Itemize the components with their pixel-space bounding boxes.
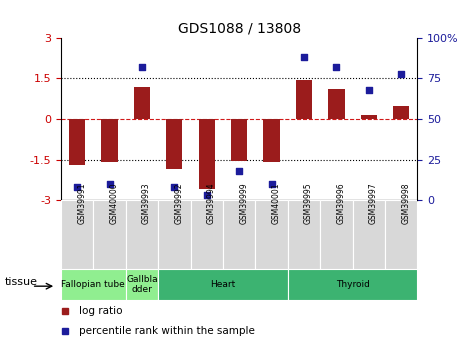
FancyBboxPatch shape [158,200,190,269]
Point [300,55,308,60]
Text: GSM39997: GSM39997 [369,183,378,224]
Text: Thyroid: Thyroid [336,280,370,289]
Text: GSM39995: GSM39995 [304,183,313,224]
FancyBboxPatch shape [320,200,353,269]
Text: GSM39992: GSM39992 [174,183,183,224]
Point [397,71,405,76]
Title: GDS1088 / 13808: GDS1088 / 13808 [178,21,301,36]
Text: GSM39993: GSM39993 [142,183,151,224]
FancyBboxPatch shape [288,269,417,300]
Point [333,65,340,70]
FancyBboxPatch shape [126,200,158,269]
Point [138,65,146,70]
Text: GSM39998: GSM39998 [401,183,410,224]
FancyBboxPatch shape [158,269,288,300]
Point [171,184,178,190]
Text: GSM39994: GSM39994 [207,183,216,224]
Text: log ratio: log ratio [79,306,122,315]
Point [106,181,113,187]
Text: Fallopian tube: Fallopian tube [61,280,125,289]
Point [74,184,81,190]
Text: GSM39991: GSM39991 [77,183,86,224]
Text: GSM39996: GSM39996 [336,183,345,224]
FancyBboxPatch shape [385,200,417,269]
Bar [296,80,312,119]
Bar [166,119,182,169]
FancyBboxPatch shape [126,269,158,300]
Text: tissue: tissue [5,277,38,286]
Bar [134,87,150,119]
Text: GSM39999: GSM39999 [239,183,248,224]
Point [268,181,275,187]
FancyBboxPatch shape [223,200,256,269]
Bar [328,89,345,119]
Bar [361,115,377,119]
Point [203,193,211,198]
Bar [264,119,280,162]
Text: GSM40001: GSM40001 [272,183,280,224]
FancyBboxPatch shape [353,200,385,269]
FancyBboxPatch shape [61,200,93,269]
Bar [231,119,247,161]
Point [365,87,372,92]
Text: Heart: Heart [211,280,235,289]
Text: GSM40000: GSM40000 [110,183,119,224]
FancyBboxPatch shape [93,200,126,269]
Bar [199,119,215,189]
FancyBboxPatch shape [256,200,288,269]
Bar [101,119,118,162]
FancyBboxPatch shape [190,200,223,269]
Bar [69,119,85,165]
FancyBboxPatch shape [61,269,126,300]
FancyBboxPatch shape [288,200,320,269]
Text: percentile rank within the sample: percentile rank within the sample [79,326,255,336]
Point [235,168,243,174]
Text: Gallbla
dder: Gallbla dder [126,275,158,294]
Bar [393,106,409,119]
